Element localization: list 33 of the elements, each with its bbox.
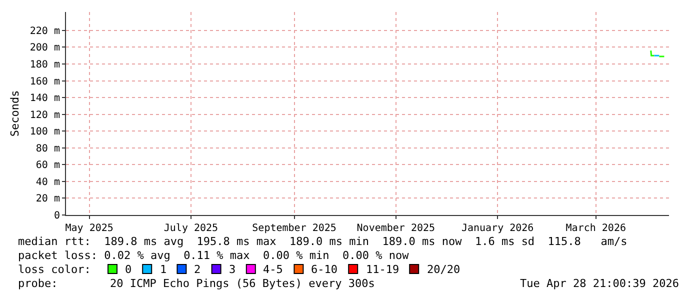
y-tick-label: 220 m: [30, 26, 60, 37]
x-tick-label: May 2025: [65, 223, 114, 234]
legend-label: 3: [229, 263, 236, 276]
y-tick-label: 120 m: [30, 110, 60, 121]
y-tick-label: 140 m: [30, 93, 60, 104]
y-tick-label: 160 m: [30, 76, 60, 88]
y-tick-label: 180 m: [30, 60, 60, 71]
y-tick-label: 60 m: [36, 160, 60, 172]
y-tick-label: 0: [54, 210, 60, 222]
x-tick-label: November 2025: [356, 223, 436, 234]
legend-label: 6-10: [311, 263, 338, 276]
y-tick-label: 200 m: [30, 42, 60, 54]
legend-label: 4-5: [263, 263, 283, 276]
y-tick-label: 80 m: [36, 143, 60, 154]
x-tick-label: July 2025: [164, 223, 218, 234]
text: 20 ICMP Echo Pings (56 Bytes) every 300s: [110, 277, 375, 290]
legend-title: loss color:: [18, 263, 91, 276]
legend-label: 2: [194, 263, 201, 276]
text: Tue Apr 28 21:00:39 2026: [520, 277, 679, 290]
y-axis-title: Seconds: [8, 90, 22, 137]
y-tick-label: 100 m: [30, 126, 60, 138]
legend-label: 11-19: [366, 263, 400, 276]
legend-label: 20/20: [427, 263, 460, 276]
text: packet loss: 0.02 % avg 0.11 % max 0.00 % min 0.00 % now: [18, 249, 410, 262]
x-tick-label: September 2025: [252, 223, 336, 234]
text: median rtt: 189.8 ms avg 195.8 ms max 189.0 ms min 189.0 ms now 1.6 ms sd 115.8 am/s: [18, 235, 628, 248]
legend-label: 1: [160, 263, 167, 276]
x-tick-label: January 2026: [461, 223, 534, 234]
y-tick-label: 20 m: [36, 194, 60, 205]
legend-label: 0: [125, 263, 132, 276]
y-tick-label: 40 m: [36, 176, 60, 188]
x-tick-label: March 2026: [566, 223, 626, 234]
text: probe:: [18, 277, 58, 290]
